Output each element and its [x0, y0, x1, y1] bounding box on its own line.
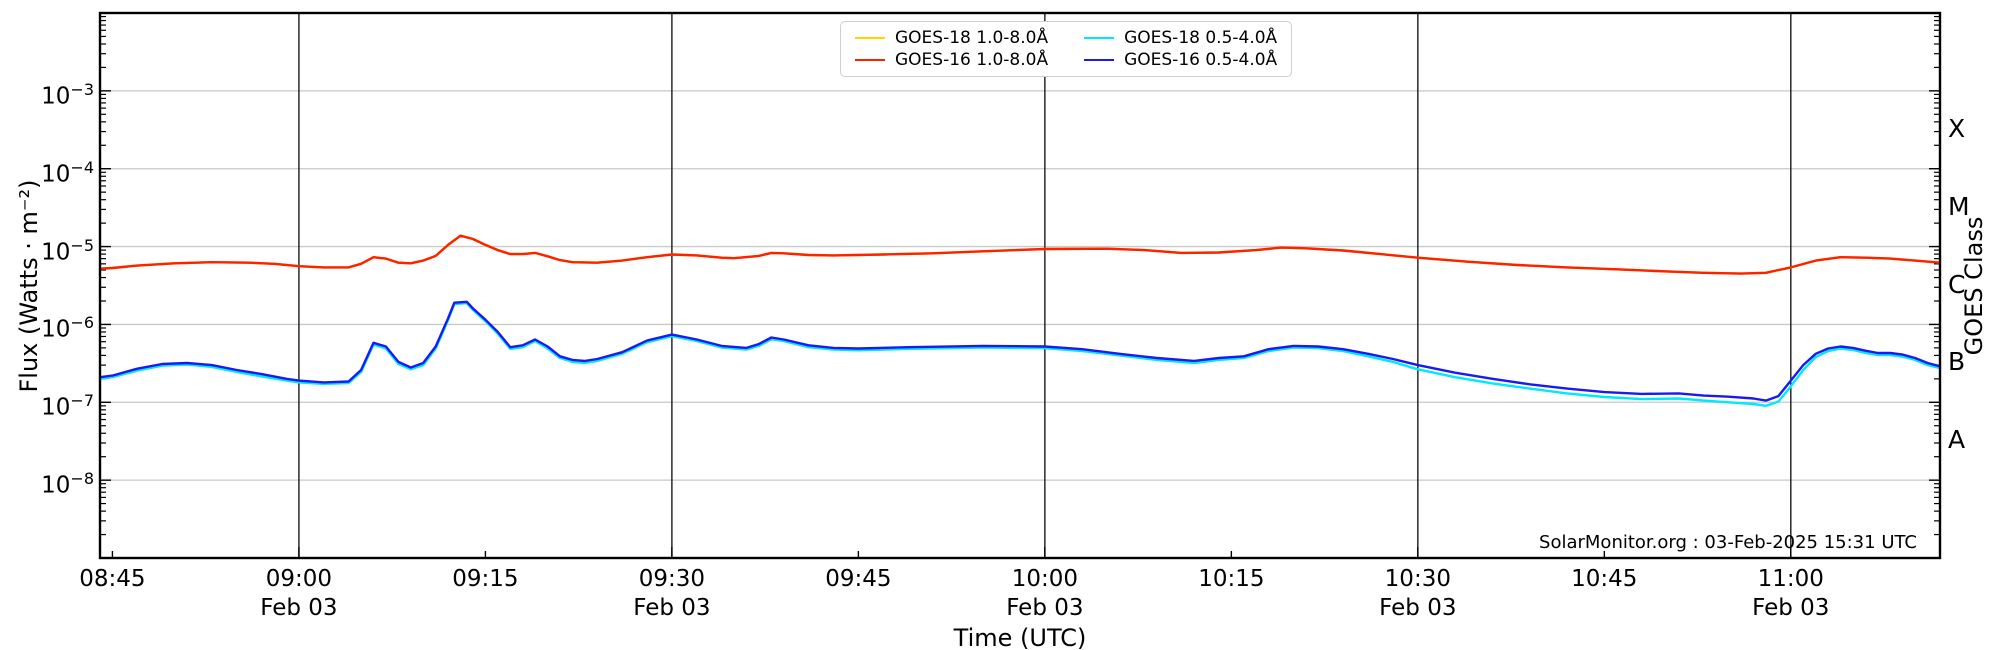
x-tick-label: 09:15 — [452, 566, 519, 592]
x-tick-date-label: Feb 03 — [1752, 595, 1830, 621]
x-tick-label: 10:15 — [1198, 566, 1265, 592]
x-tick-label: 10:45 — [1571, 566, 1638, 592]
x-tick-date-label: Feb 03 — [1006, 595, 1084, 621]
y-tick-label: 10−8 — [41, 469, 94, 499]
legend-swatch-line — [855, 59, 885, 61]
legend-swatch-line — [855, 37, 885, 39]
legend-item: GOES-18 0.5-4.0Å — [1084, 28, 1277, 48]
y-tick-label: 10−6 — [41, 313, 94, 344]
x-tick-label: 09:00 — [265, 566, 333, 592]
series-line-goes-16-1-0-8-0- — [98, 234, 1942, 275]
x-axis-title: Time (UTC) — [953, 624, 1087, 650]
plot-frame — [98, 11, 1942, 560]
x-tick-label: 11:00 — [1757, 566, 1824, 592]
x-tick-label: 10:00 — [1011, 566, 1078, 592]
y-tick-label: 10−5 — [41, 235, 94, 266]
goes-class-label-c: C — [1948, 269, 1966, 299]
legend-label: GOES-16 1.0-8.0Å — [895, 50, 1049, 70]
goes-class-label-m: M — [1948, 191, 1970, 221]
right-axis-title: GOES Class — [1960, 216, 1988, 356]
y-tick-label: 10−7 — [41, 391, 94, 421]
x-tick-label: 10:30 — [1384, 566, 1451, 592]
x-tick-date-label: Feb 03 — [633, 595, 711, 621]
y-tick-label: 10−4 — [41, 157, 94, 188]
x-tick-label: 09:30 — [638, 566, 706, 592]
legend-item: GOES-16 1.0-8.0Å — [855, 50, 1048, 70]
legend-label: GOES-16 0.5-4.0Å — [1124, 50, 1278, 70]
legend-item: GOES-18 1.0-8.0Å — [855, 28, 1048, 48]
series-line-goes-18-0-5-4-0- — [98, 301, 1942, 407]
x-tick-label: 09:45 — [825, 566, 892, 592]
legend-item: GOES-16 0.5-4.0Å — [1084, 50, 1277, 70]
legend-label: GOES-18 0.5-4.0Å — [1124, 28, 1278, 48]
x-tick-date-label: Feb 03 — [1379, 595, 1457, 621]
watermark-timestamp: SolarMonitor.org : 03-Feb-2025 15:31 UTC — [1539, 532, 1917, 553]
y-tick-label: 10−3 — [41, 79, 94, 110]
y-axis-title: Flux (Watts · m⁻²) — [15, 179, 43, 393]
legend-label: GOES-18 1.0-8.0Å — [895, 28, 1049, 48]
x-tick-label: 08:45 — [79, 566, 146, 592]
goes-class-label-a: A — [1948, 425, 1966, 455]
goes-class-label-b: B — [1948, 347, 1966, 377]
legend: GOES-18 1.0-8.0Å GOES-16 1.0-8.0Å GOES-18 … — [840, 21, 1293, 77]
series-line-goes-18-1-0-8-0- — [98, 234, 1942, 275]
legend-swatch-line — [1084, 37, 1115, 39]
x-tick-date-label: Feb 03 — [260, 595, 338, 621]
goes-class-label-x: X — [1948, 113, 1966, 143]
series-line-goes-16-0-5-4-0- — [98, 300, 1942, 402]
legend-swatch-line — [1084, 59, 1115, 61]
